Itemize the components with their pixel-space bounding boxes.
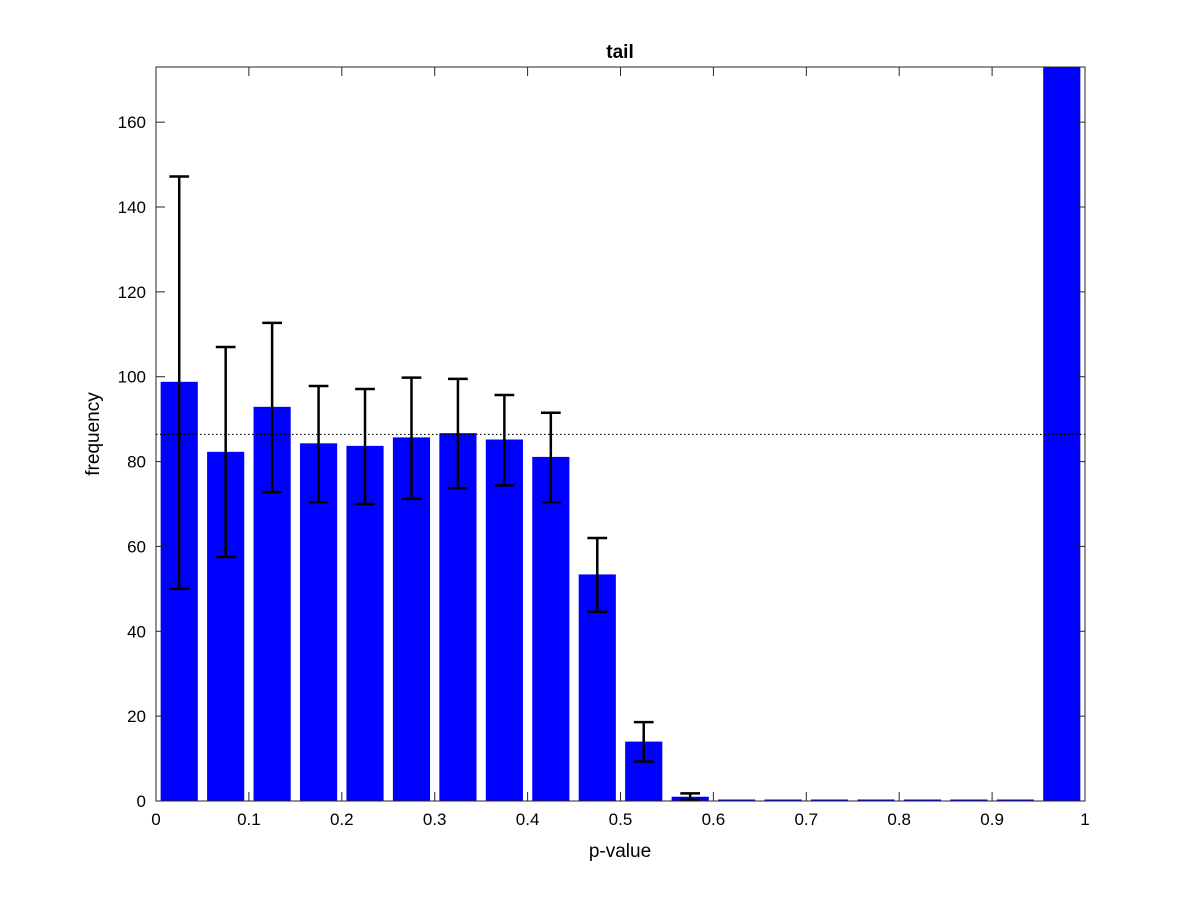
y-tick-label: 160 — [118, 113, 146, 132]
error-bar — [633, 720, 654, 763]
bar — [810, 799, 849, 801]
error-bar — [169, 175, 190, 591]
chart-title: tail — [606, 42, 633, 63]
bar — [532, 456, 570, 801]
y-tick-label: 0 — [137, 792, 146, 811]
error-bar — [587, 536, 608, 614]
error-bar — [540, 411, 561, 504]
y-axis-label: frequency — [83, 392, 104, 476]
error-bar — [680, 792, 701, 801]
x-tick-label: 0.5 — [609, 810, 633, 829]
x-tick-label: 0.7 — [794, 810, 818, 829]
x-axis-label: p-value — [589, 841, 651, 862]
x-tick-label: 0.3 — [423, 810, 447, 829]
error-bar — [448, 377, 468, 490]
y-tick-label: 120 — [118, 283, 146, 302]
error-bar — [494, 393, 515, 487]
x-tick-label: 0.6 — [702, 810, 726, 829]
bar — [485, 439, 523, 801]
bar — [903, 799, 942, 801]
tick-labels-layer: 0 0.1 0.2 0.3 0.4 0.5 0.6 0.7 0.8 0.9 1 0 20 40 60 80 10… — [118, 113, 1090, 829]
x-tick-label: 1 — [1080, 810, 1089, 829]
error-bar — [401, 376, 422, 501]
x-tick-label: 0.4 — [516, 810, 540, 829]
bars-layer — [160, 67, 1081, 801]
error-bar — [308, 384, 329, 504]
bar — [996, 799, 1034, 801]
y-tick-label: 100 — [118, 368, 146, 387]
x-tick-label: 0 — [151, 810, 160, 829]
error-bars-layer — [169, 175, 701, 801]
error-bar — [262, 321, 282, 494]
x-tick-label: 0.9 — [980, 810, 1004, 829]
y-tick-label: 20 — [127, 707, 146, 726]
error-bar — [215, 345, 236, 559]
x-tick-label: 0.2 — [330, 810, 354, 829]
bar — [764, 799, 802, 801]
y-tick-label: 40 — [127, 622, 146, 641]
x-tick-label: 0.8 — [887, 810, 911, 829]
bar — [718, 799, 756, 801]
bar — [950, 799, 988, 801]
x-tick-label: 0.1 — [237, 810, 261, 829]
y-tick-label: 80 — [127, 453, 146, 472]
y-tick-label: 140 — [118, 198, 146, 217]
bar — [857, 799, 895, 801]
error-bar — [355, 387, 375, 506]
ticks-layer — [155, 67, 1086, 802]
bar — [439, 433, 477, 801]
y-tick-label: 60 — [127, 537, 146, 556]
